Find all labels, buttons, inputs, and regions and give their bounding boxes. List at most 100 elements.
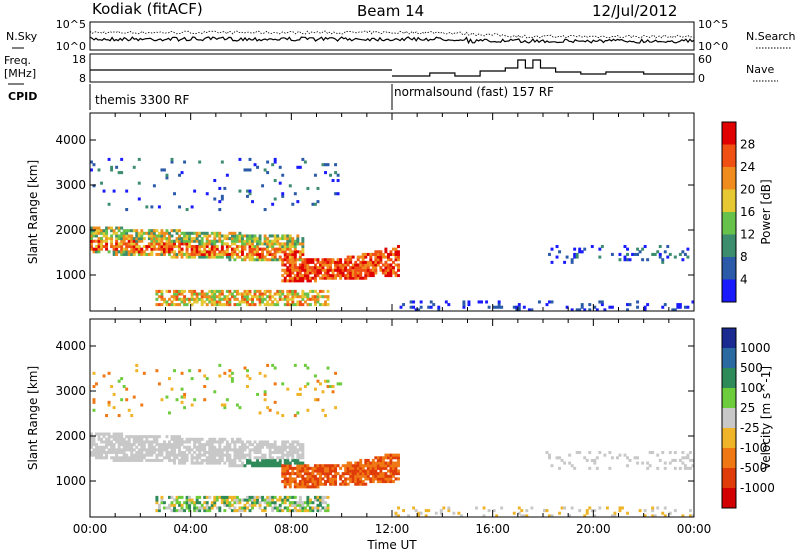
heatmap-cell — [563, 260, 567, 264]
heatmap-cell — [397, 469, 400, 473]
heatmap-cell — [361, 252, 365, 256]
heatmap-cell — [293, 448, 297, 452]
heatmap-cell — [210, 461, 214, 465]
heatmap-cell — [205, 239, 209, 243]
heatmap-cell — [90, 453, 93, 457]
heatmap-cell — [253, 464, 257, 468]
heatmap-cell — [223, 297, 227, 301]
heatmap-cell — [92, 385, 96, 389]
heatmap-cell — [210, 437, 214, 441]
heatmap-cell — [193, 255, 197, 259]
heatmap-cell — [316, 274, 320, 278]
cpid-strip: CPID themis 3300 RF normalsound (fast) 1… — [8, 83, 554, 110]
heatmap-cell — [371, 474, 375, 478]
heatmap-cell — [198, 506, 202, 510]
heatmap-cell — [125, 250, 129, 254]
heatmap-cell — [223, 495, 227, 499]
heatmap-cell — [238, 509, 242, 513]
heatmap-cell — [205, 245, 209, 249]
heatmap-cell — [303, 509, 307, 513]
heatmap-cell — [112, 250, 116, 254]
heatmap-cell — [293, 276, 297, 280]
heatmap-cell — [288, 258, 292, 262]
heatmap-cell — [281, 501, 285, 505]
heatmap-cell — [537, 300, 541, 304]
heatmap-cell — [92, 184, 96, 188]
heatmap-cell — [296, 448, 300, 452]
heatmap-cell — [291, 466, 295, 470]
heatmap-cell — [140, 239, 144, 243]
heatmap-cell — [155, 448, 159, 452]
heatmap-cell — [130, 247, 134, 251]
heatmap-cell — [213, 292, 217, 296]
heatmap-cell — [238, 245, 242, 249]
heatmap-cell — [344, 266, 348, 270]
heatmap-cell — [228, 443, 232, 447]
heatmap-cell — [241, 297, 244, 301]
heatmap-cell — [140, 453, 144, 457]
heatmap-cell — [95, 250, 98, 254]
heatmap-cell — [296, 411, 300, 415]
heatmap-cell — [618, 258, 622, 262]
heatmap-cell — [258, 239, 262, 243]
heatmap-cell — [366, 252, 370, 256]
heatmap-cell — [301, 461, 305, 465]
heatmap-cell — [568, 453, 572, 457]
heatmap-cell — [168, 458, 171, 462]
heatmap-cell — [578, 247, 582, 251]
heatmap-cell — [140, 250, 144, 254]
heatmap-cell — [379, 458, 383, 462]
heatmap-cell — [356, 474, 360, 478]
heatmap-cell — [517, 308, 521, 312]
heatmap-cell — [386, 271, 390, 275]
heatmap-cell — [278, 495, 282, 499]
heatmap-cell — [308, 480, 312, 484]
heatmap-cell — [598, 506, 602, 510]
heatmap-cell — [107, 237, 111, 241]
heatmap-cell — [130, 443, 134, 447]
heatmap-cell — [230, 237, 234, 241]
heatmap-cell — [313, 258, 317, 262]
heatmap-cell — [246, 501, 249, 505]
heatmap-cell — [220, 297, 224, 301]
heatmap-cell — [389, 456, 393, 460]
heatmap-cell — [344, 258, 348, 262]
heatmap-cell — [152, 440, 156, 444]
heatmap-cell — [681, 258, 685, 262]
heatmap-cell — [256, 289, 260, 293]
heatmap-cell — [344, 260, 348, 264]
heatmap-cell — [349, 276, 353, 280]
heatmap-cell — [545, 451, 549, 455]
heatmap-cell — [228, 453, 232, 457]
heatmap-cell — [326, 260, 330, 264]
heatmap-cell — [150, 231, 154, 235]
heatmap-cell — [142, 448, 146, 452]
heatmap-cell — [145, 247, 149, 251]
heatmap-cell — [354, 274, 358, 278]
heatmap-cell — [298, 271, 302, 275]
heatmap-cell — [95, 445, 98, 449]
heatmap-cell — [135, 239, 139, 243]
heatmap-cell — [487, 305, 491, 309]
date-title: 12/Jul/2012 — [592, 2, 677, 20]
heatmap-cell — [306, 279, 310, 283]
heatmap-cell — [389, 274, 393, 278]
heatmap-cell — [263, 509, 267, 513]
heatmap-cell — [125, 443, 129, 447]
heatmap-cell — [213, 453, 217, 457]
heatmap-cell — [283, 453, 287, 457]
heatmap-cell — [291, 202, 295, 206]
heatmap-cell — [230, 498, 234, 502]
heatmap-cell — [281, 247, 285, 251]
heatmap-cell — [190, 448, 194, 452]
heatmap-cell — [598, 300, 602, 304]
heatmap-cell — [291, 469, 295, 473]
heatmap-cell — [256, 297, 260, 301]
heatmap-cell — [135, 231, 139, 235]
heatmap-cell — [150, 453, 154, 457]
heatmap-cell — [359, 260, 363, 264]
heatmap-cell — [268, 453, 272, 457]
heatmap-cell — [137, 181, 141, 185]
heatmap-cell — [225, 295, 229, 299]
heatmap-cell — [228, 252, 232, 256]
